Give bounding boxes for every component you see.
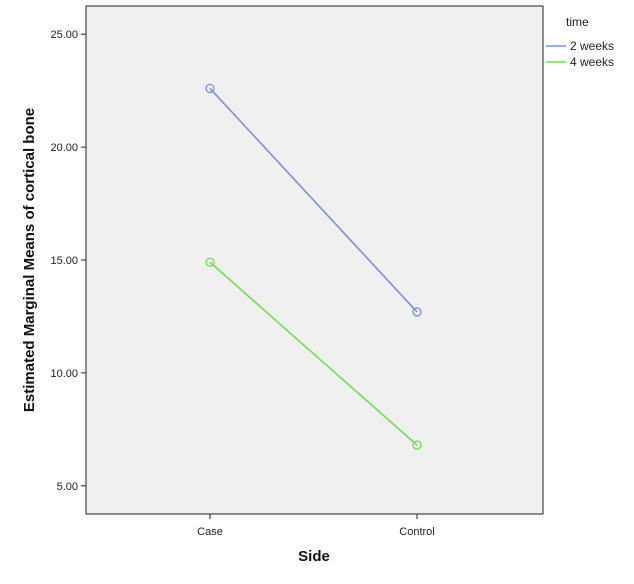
- legend-label-1: 2 weeks: [570, 39, 614, 53]
- y-tick-label: 15.00: [50, 255, 78, 267]
- y-tick-label: 25.00: [50, 29, 78, 41]
- series-line-2: [209, 261, 418, 446]
- legend-label-2: 4 weeks: [570, 55, 614, 69]
- x-axis-title: Side: [298, 548, 330, 565]
- y-axis-title: Estimated Marginal Means of cortical bon…: [21, 108, 38, 412]
- x-tick-label: Control: [399, 526, 434, 538]
- legend-title: time: [566, 15, 589, 29]
- series-2-point-2: [412, 440, 422, 450]
- series-1-point-1: [205, 83, 215, 94]
- series-layer: [205, 83, 422, 450]
- legend: 2 weeks 4 weeks: [546, 39, 614, 69]
- y-axis-ticks: 5.00 10.00 15.00 20.00 25.00: [50, 29, 86, 493]
- series-2-point-1: [205, 257, 215, 267]
- plot-area: [85, 5, 544, 515]
- x-tick-label: Case: [197, 526, 223, 538]
- y-tick-label: 20.00: [50, 142, 78, 154]
- x-axis-ticks: Case Control: [197, 514, 435, 538]
- series-1-point-2: [412, 307, 422, 317]
- y-tick-label: 5.00: [57, 481, 78, 493]
- y-tick-label: 10.00: [50, 368, 78, 380]
- series-line-1: [209, 87, 418, 313]
